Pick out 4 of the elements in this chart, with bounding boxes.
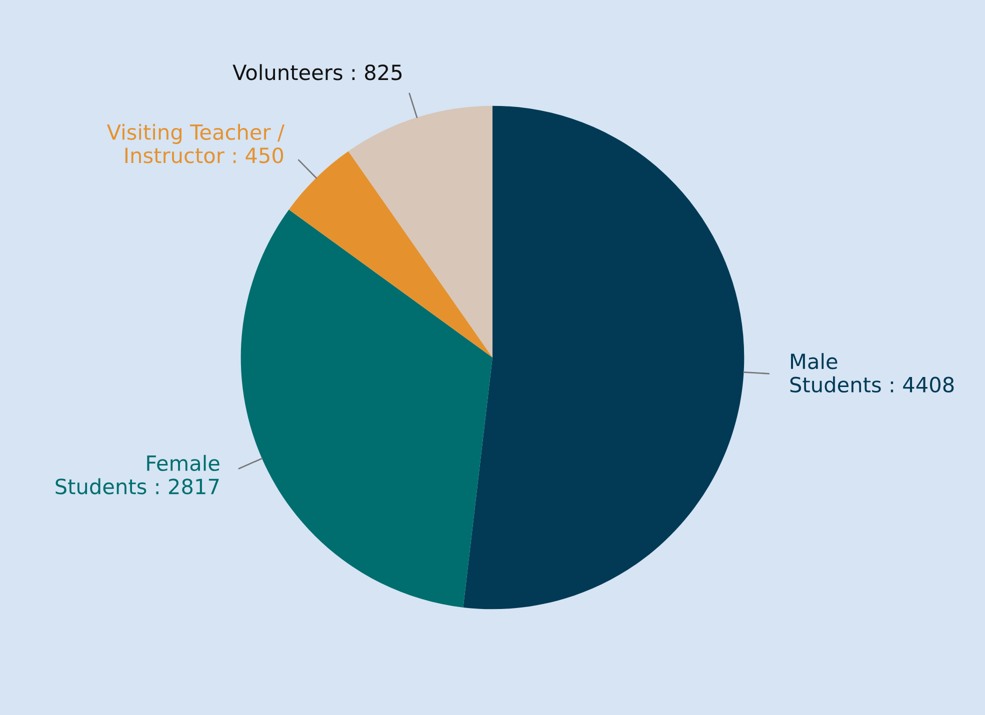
slice-label: Volunteers : 825	[232, 64, 402, 80]
slice-label: Female Students : 2817	[56, 454, 220, 494]
slice-label: Male Students : 4408	[790, 353, 954, 393]
slice-label: Visiting Teacher / Instructor : 450	[106, 124, 284, 164]
